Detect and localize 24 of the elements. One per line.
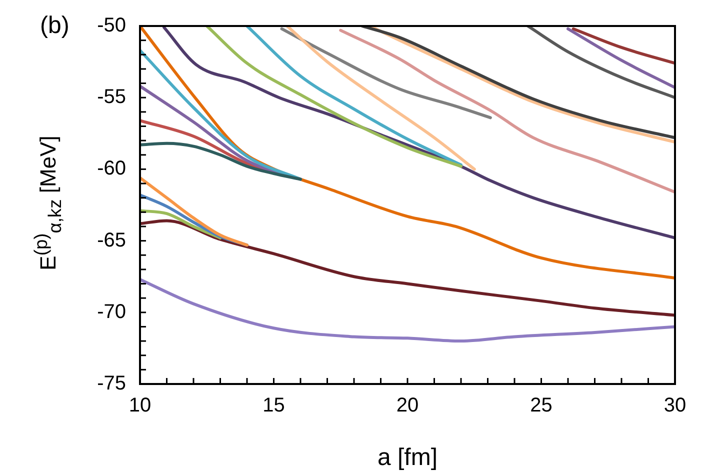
line-series xyxy=(140,278,675,343)
text: (b) xyxy=(40,12,70,40)
line-series xyxy=(280,27,492,120)
x-tick-label: 30 xyxy=(664,394,686,417)
x-tick-label: 25 xyxy=(530,394,552,417)
line-series xyxy=(339,28,675,194)
line-series xyxy=(140,176,248,247)
line-series xyxy=(526,26,675,100)
y-tick-label: -75 xyxy=(97,372,126,395)
x-axis-title: a [fm] xyxy=(377,444,438,472)
x-tick-label: 20 xyxy=(396,394,419,417)
line-series xyxy=(286,26,476,171)
x-tick-label: 15 xyxy=(262,394,285,417)
y-tick-label: -50 xyxy=(97,14,126,37)
line-series xyxy=(140,219,675,317)
line-series xyxy=(140,209,222,240)
line-series xyxy=(246,26,462,166)
y-tick-label: -70 xyxy=(97,300,126,323)
line-series xyxy=(140,142,302,181)
y-tick-label: -55 xyxy=(97,86,126,108)
x-tick-label: 10 xyxy=(128,394,152,417)
y-tick-label: -60 xyxy=(97,158,126,180)
line-series xyxy=(205,26,462,168)
y-tick-label: -65 xyxy=(97,229,126,252)
